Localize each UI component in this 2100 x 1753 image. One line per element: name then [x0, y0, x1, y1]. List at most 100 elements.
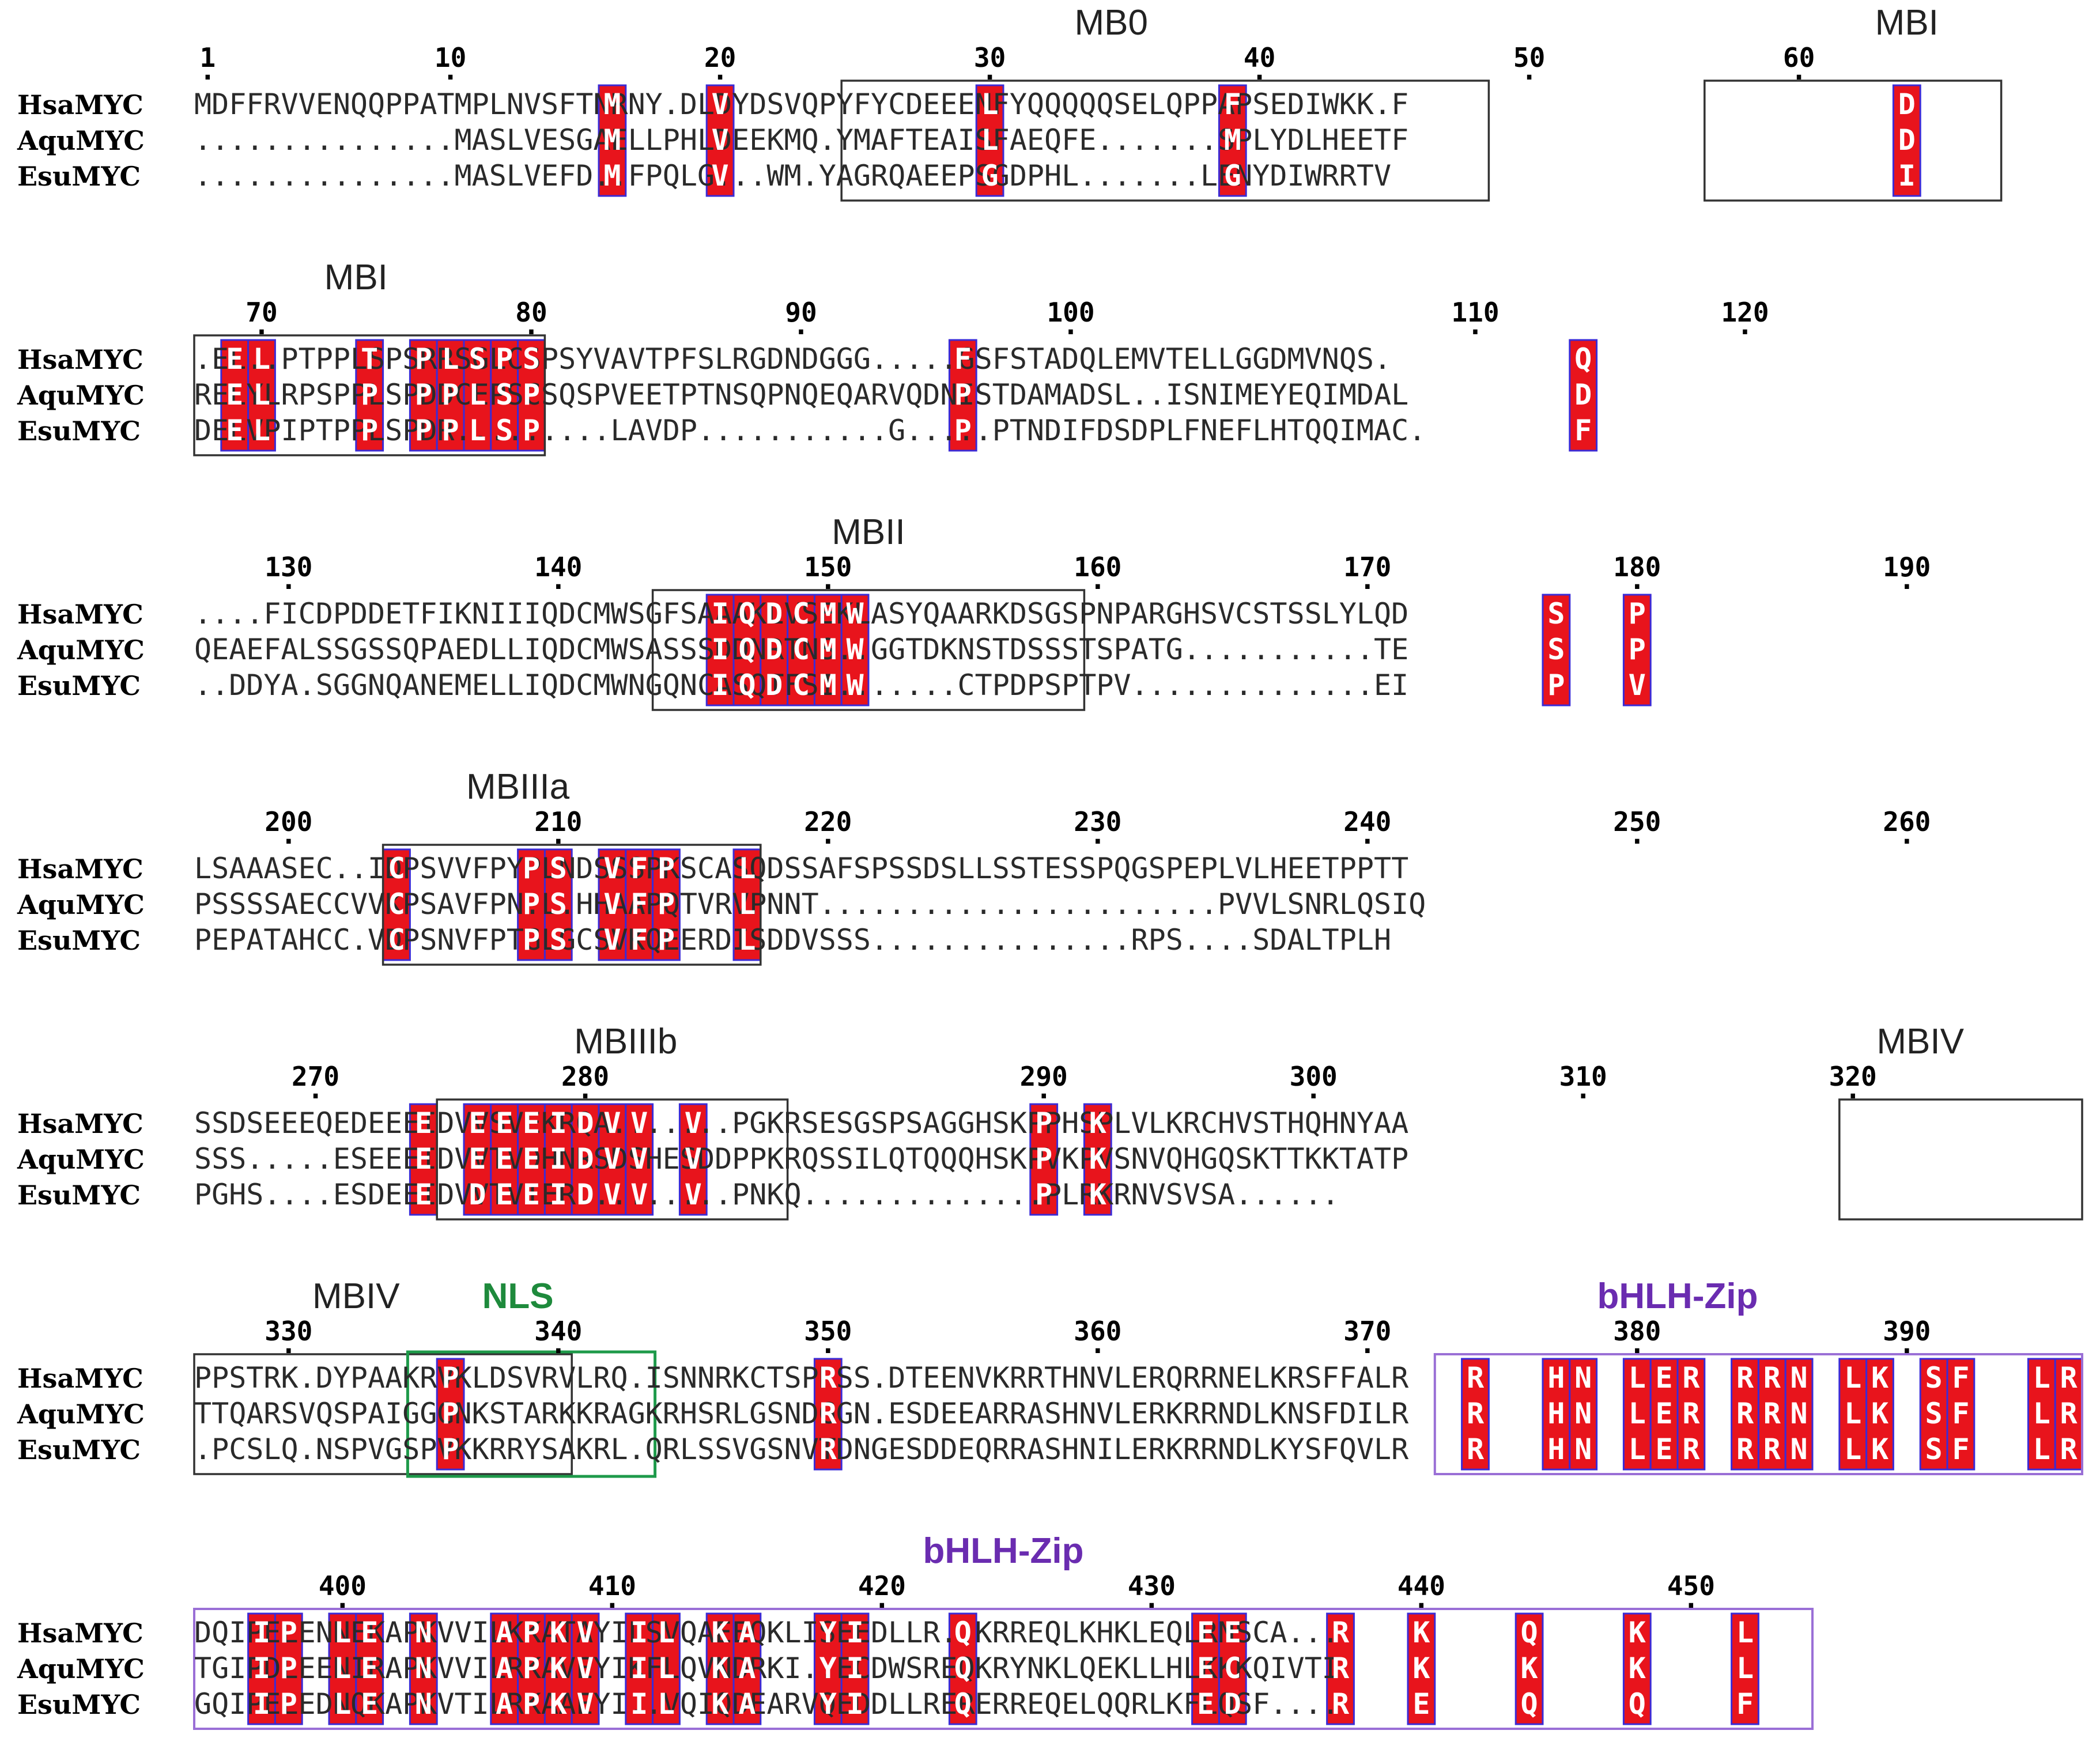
- species-name: AquMYC: [17, 1399, 145, 1430]
- conserved-column: [705, 594, 735, 707]
- position-tick-label: 330: [265, 1316, 312, 1347]
- conserved-residue: D: [1224, 1687, 1241, 1721]
- conserved-residue: R: [1763, 1433, 1781, 1466]
- tick-dot: .: [874, 1583, 890, 1614]
- conserved-column: [813, 1612, 843, 1725]
- conserved-residue: S: [550, 852, 567, 885]
- conserved-residue: P: [523, 1616, 540, 1649]
- conserved-column: [948, 339, 977, 452]
- conserved-column: [732, 1612, 762, 1725]
- conserved-residue: E: [1224, 1616, 1241, 1649]
- conserved-residue: S: [1925, 1397, 1943, 1430]
- conserved-residue: F: [1574, 414, 1592, 447]
- position-tick-label: 400: [319, 1570, 367, 1601]
- conserved-residue: I: [253, 1652, 270, 1685]
- conserved-column: [247, 339, 276, 452]
- bhlh-zip-box: [1433, 1353, 2083, 1475]
- conserved-residue: I: [630, 1652, 648, 1685]
- conserved-residue: L: [981, 88, 999, 121]
- motif-box: [382, 844, 762, 966]
- tick-dot: .: [443, 55, 459, 86]
- conserved-residue: R: [819, 1433, 837, 1466]
- conserved-column: [382, 848, 411, 961]
- conserved-residue: V: [685, 1178, 702, 1211]
- conserved-residue: G: [981, 159, 999, 192]
- conserved-residue: F: [1224, 88, 1241, 121]
- position-tick-label: 150: [804, 551, 852, 583]
- sequence-row: PEPATAHCC.VDPSNVFPTGLGCSVKQEERDISDDVSSS.…: [194, 923, 1391, 957]
- conserved-residue: M: [819, 597, 837, 630]
- conserved-residue: D: [577, 1142, 594, 1176]
- motif-label: MB0: [1074, 3, 1147, 43]
- conserved-column: [652, 1612, 681, 1725]
- conserved-residue: L: [2033, 1361, 2050, 1395]
- conserved-residue: P: [442, 1397, 459, 1430]
- conserved-residue: V: [603, 1106, 621, 1140]
- conserved-column: [1649, 1358, 1679, 1471]
- sequence-row: .EL..PTPPLSPSRRSGLCSPSYVAVTPFSLRGDNDGGG.…: [194, 342, 1391, 376]
- tick-dot: .: [308, 1074, 324, 1105]
- species-name: AquMYC: [17, 1144, 145, 1175]
- conserved-residue: K: [1871, 1397, 1889, 1430]
- position-tick-label: 360: [1074, 1316, 1121, 1347]
- conserved-residue: K: [1521, 1652, 1538, 1685]
- conserved-residue: P: [415, 378, 432, 411]
- conserved-residue: E: [226, 414, 243, 447]
- conserved-residue: I: [630, 1616, 648, 1649]
- conserved-residue: E: [361, 1652, 378, 1685]
- conserved-column: [705, 84, 735, 197]
- position-tick-label: 190: [1883, 551, 1931, 583]
- conserved-residue: D: [765, 633, 783, 666]
- conserved-residue: E: [1412, 1687, 1430, 1721]
- conserved-residue: E: [361, 1616, 378, 1649]
- conserved-residue: I: [712, 597, 729, 630]
- conserved-residue: P: [280, 1616, 297, 1649]
- conserved-column: [409, 1612, 438, 1725]
- conserved-column: [678, 1103, 708, 1216]
- conserved-residue: Q: [1521, 1687, 1538, 1721]
- tick-dot: .: [577, 1074, 594, 1105]
- conserved-column: [571, 1103, 600, 1216]
- sequence-row: PPSTRK.DYPAAKRVKLDSVRVLRQ.ISNNRKCTSPRSS.…: [194, 1361, 1409, 1395]
- species-name: EsuMYC: [17, 1689, 141, 1720]
- conserved-residue: E: [523, 1178, 540, 1211]
- conserved-residue: R: [2060, 1361, 2078, 1395]
- nls-box: [406, 1350, 657, 1478]
- conserved-column: [1676, 1358, 1706, 1471]
- position-tick-label: 200: [265, 806, 312, 837]
- conserved-residue: E: [1197, 1687, 1214, 1721]
- conserved-residue: K: [1412, 1616, 1430, 1649]
- conserved-column: [1892, 84, 1921, 197]
- conserved-residue: R: [1682, 1397, 1700, 1430]
- tick-dot: .: [1305, 1074, 1321, 1105]
- species-name: EsuMYC: [17, 415, 141, 447]
- species-name: EsuMYC: [17, 670, 141, 701]
- position-tick-label: 50: [1513, 42, 1545, 73]
- nls-label: NLS: [482, 1276, 554, 1316]
- conserved-column: [1407, 1612, 1436, 1725]
- conserved-residue: K: [712, 1687, 729, 1721]
- conserved-column: [1326, 1612, 1355, 1725]
- sequence-row: DQIPELENNEKAPKVVILKKATAYILSVQAEEQKLISEED…: [194, 1616, 1339, 1649]
- conserved-residue: L: [1844, 1361, 1861, 1395]
- conserved-residue: L: [469, 414, 486, 447]
- conserved-residue: M: [1224, 123, 1241, 157]
- conserved-residue: F: [1952, 1361, 1969, 1395]
- conserved-residue: E: [523, 1106, 540, 1140]
- conserved-residue: V: [577, 1687, 594, 1721]
- conserved-residue: K: [1412, 1652, 1430, 1685]
- conserved-column: [490, 1612, 519, 1725]
- tick-dot: .: [1252, 55, 1268, 86]
- species-name: AquMYC: [17, 889, 145, 920]
- conserved-residue: I: [253, 1616, 270, 1649]
- conserved-residue: P: [415, 342, 432, 376]
- alignment-block: HsaMYC DQIPELENNEKAPKVVILKKATAYILSVQAEEQK…: [17, 1531, 1814, 1730]
- conserved-column: [436, 1358, 465, 1471]
- motif-box: [193, 1353, 573, 1475]
- position-tick-label: 280: [561, 1061, 609, 1092]
- sequence-row: SSDSEEEQEDEEEIDVVSVEKRQA.......PGKRSESGS…: [194, 1106, 1408, 1140]
- conserved-residue: D: [765, 668, 783, 702]
- conserved-residue: P: [658, 923, 675, 957]
- conserved-residue: L: [442, 342, 459, 376]
